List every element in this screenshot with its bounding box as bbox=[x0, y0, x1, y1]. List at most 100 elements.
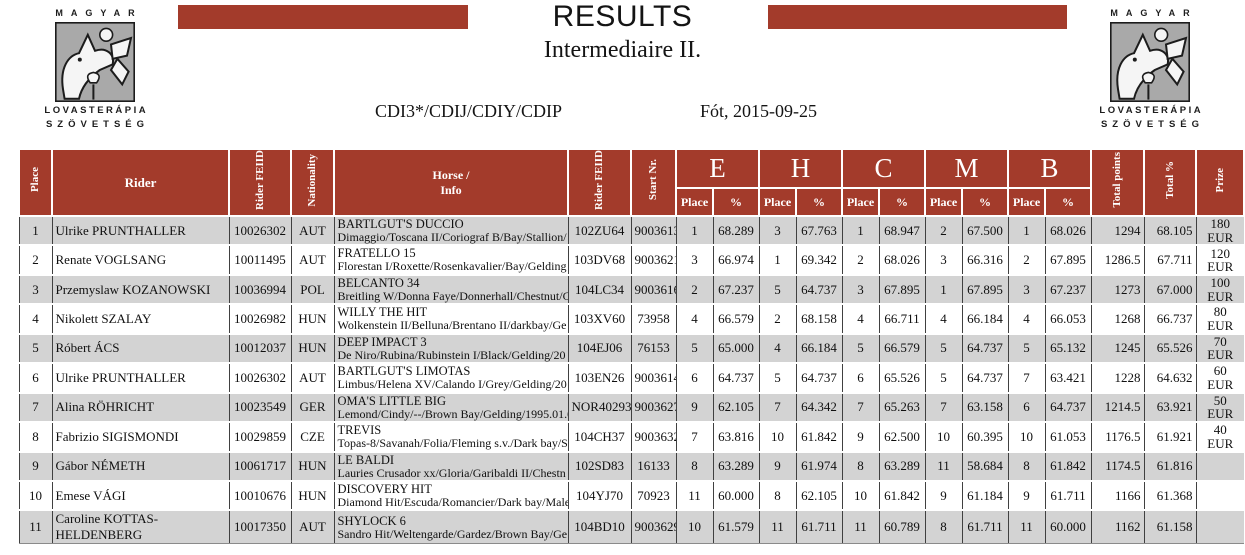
judge-b-pct-cell: 67.895 bbox=[1044, 244, 1092, 276]
judge-b-place-cell: 6 bbox=[1007, 391, 1046, 424]
prize-cell: 50 EUR bbox=[1195, 391, 1245, 424]
judge-c-pct-cell: 61.842 bbox=[878, 479, 926, 512]
judge-b-place-cell: 4 bbox=[1007, 303, 1046, 335]
table-row: 9 Gábor NÉMETH 10061717 HUN LE BALDI Lauries … bbox=[18, 450, 1245, 482]
prize-currency: EUR bbox=[1207, 318, 1234, 334]
header-bar-right bbox=[768, 5, 1067, 29]
nationality-cell: POL bbox=[290, 273, 335, 306]
place-cell: 8 bbox=[18, 421, 53, 453]
horse-name: WILLY THE HIT bbox=[337, 305, 428, 320]
rider-feiid-cell: 10026982 bbox=[228, 303, 292, 335]
judge-h-place-cell: 10 bbox=[758, 421, 797, 453]
org-logo-right: MAGYAR LOVASTERÁPIA SZÖVETSÉG bbox=[1092, 8, 1208, 130]
rider-feiid-cell: 10026302 bbox=[228, 362, 292, 394]
judge-h-pct-cell: 64.342 bbox=[795, 391, 843, 424]
prize-cell bbox=[1195, 479, 1245, 512]
horse-info-cell: SHYLOCK 6 Sandro Hit/Weltengarde/Gardez/B… bbox=[333, 509, 569, 545]
prize-currency: EUR bbox=[1207, 347, 1234, 363]
org-name-line2: SZÖVETSÉG bbox=[45, 119, 150, 130]
col-subheader-e-pct: % bbox=[712, 187, 760, 217]
start-nr-cell: 9003616 bbox=[630, 273, 677, 306]
horse-name: DISCOVERY HIT bbox=[337, 481, 432, 496]
col-subheader-h-place: Place bbox=[758, 187, 797, 217]
judge-b-pct-cell: 60.000 bbox=[1044, 509, 1092, 545]
judge-b-place-cell: 7 bbox=[1007, 362, 1046, 394]
total-pct-cell: 68.105 bbox=[1143, 214, 1197, 247]
judge-c-pct-cell: 60.789 bbox=[878, 509, 926, 545]
table-row: 10 Emese VÁGI 10010676 HUN DISCOVERY HIT Diam… bbox=[18, 479, 1245, 512]
prize-cell: 40 EUR bbox=[1195, 421, 1245, 453]
total-pct-cell: 61.921 bbox=[1143, 421, 1197, 453]
horse-pedigree: Topas-8/Savanah/Folia/Fleming s.v./Dark … bbox=[337, 436, 568, 451]
judge-c-pct-cell: 66.579 bbox=[878, 332, 926, 365]
start-nr-cell: 76153 bbox=[630, 332, 677, 365]
horse-logo-icon bbox=[1110, 22, 1190, 102]
judge-m-pct-cell: 67.895 bbox=[961, 273, 1009, 306]
horse-info-cell: DISCOVERY HIT Diamond Hit/Escuda/Romancie… bbox=[333, 479, 569, 512]
judge-c-place-cell: 4 bbox=[841, 303, 880, 335]
horse-feiid-cell: 103DV68 bbox=[567, 244, 632, 276]
judge-b-pct-cell: 61.842 bbox=[1044, 450, 1092, 482]
event-location-date: Fót, 2015-09-25 bbox=[700, 101, 817, 121]
total-points-cell: 1268 bbox=[1090, 303, 1145, 335]
judge-m-place-cell: 9 bbox=[924, 479, 963, 512]
judge-m-pct-cell: 66.184 bbox=[961, 303, 1009, 335]
org-name-line1: LOVASTERÁPIA bbox=[1099, 105, 1204, 116]
rider-feiid-cell: 10011495 bbox=[228, 244, 292, 276]
judge-e-pct-cell: 66.974 bbox=[712, 244, 760, 276]
judge-c-place-cell: 2 bbox=[841, 244, 880, 276]
rider-feiid-cell: 10061717 bbox=[228, 450, 292, 482]
judge-h-place-cell: 1 bbox=[758, 244, 797, 276]
horse-feiid-cell: 103EN26 bbox=[567, 362, 632, 394]
prize-cell: 120 EUR bbox=[1195, 244, 1245, 276]
judge-c-pct-cell: 63.289 bbox=[878, 450, 926, 482]
judge-b-pct-cell: 68.026 bbox=[1044, 214, 1092, 247]
judge-c-pct-cell: 66.711 bbox=[878, 303, 926, 335]
prize-amount: 60 bbox=[1213, 363, 1227, 379]
judge-b-pct-cell: 64.737 bbox=[1044, 391, 1092, 424]
horse-feiid-cell: 104BD10 bbox=[567, 509, 632, 545]
horse-logo-icon bbox=[55, 22, 135, 102]
judge-b-pct-cell: 63.421 bbox=[1044, 362, 1092, 394]
judge-h-place-cell: 3 bbox=[758, 214, 797, 247]
col-header-judge-b: B bbox=[1007, 147, 1093, 190]
total-pct-cell: 67.711 bbox=[1143, 244, 1197, 276]
judge-h-place-cell: 9 bbox=[758, 450, 797, 482]
prize-cell bbox=[1195, 450, 1245, 482]
horse-pedigree: Diamond Hit/Escuda/Romancier/Dark bay/Ma… bbox=[337, 494, 568, 509]
horse-info-cell: OMA'S LITTLE BIG Lemond/Cindy/--/Brown Ba… bbox=[333, 391, 569, 424]
judge-m-place-cell: 8 bbox=[924, 509, 963, 545]
horse-feiid-cell: 104LC34 bbox=[567, 273, 632, 306]
judge-m-pct-cell: 61.184 bbox=[961, 479, 1009, 512]
judge-m-place-cell: 10 bbox=[924, 421, 963, 453]
rider-name-cell: Ulrike PRUNTHALLER bbox=[51, 362, 230, 394]
horse-feiid-cell: 104CH37 bbox=[567, 421, 632, 453]
col-subheader-h-pct: % bbox=[795, 187, 843, 217]
total-pct-cell: 67.000 bbox=[1143, 273, 1197, 306]
place-cell: 1 bbox=[18, 214, 53, 247]
col-subheader-b-pct: % bbox=[1044, 187, 1093, 217]
judge-c-pct-cell: 67.895 bbox=[878, 273, 926, 306]
judge-c-place-cell: 3 bbox=[841, 273, 880, 306]
col-subheader-m-place: Place bbox=[924, 187, 964, 217]
judge-c-pct-cell: 68.026 bbox=[878, 244, 926, 276]
place-cell: 7 bbox=[18, 391, 53, 424]
rider-feiid-cell: 10026302 bbox=[228, 214, 292, 247]
judge-e-place-cell: 11 bbox=[675, 479, 714, 512]
place-cell: 11 bbox=[18, 509, 53, 545]
table-row: 8 Fabrizio SIGISMONDI 10029859 CZE TREVIS Top… bbox=[18, 421, 1245, 453]
start-nr-cell: 73958 bbox=[630, 303, 677, 335]
start-nr-cell: 9003629 bbox=[630, 509, 677, 545]
horse-name: LE BALDI bbox=[337, 452, 395, 467]
col-header-rider: Rider bbox=[51, 148, 230, 217]
table-row: 3 Przemyslaw KOZANOWSKI 10036994 POL BELCANT… bbox=[18, 273, 1245, 306]
judge-c-place-cell: 5 bbox=[841, 332, 880, 365]
judge-b-place-cell: 11 bbox=[1007, 509, 1046, 545]
judge-e-pct-cell: 67.237 bbox=[712, 273, 760, 306]
place-cell: 10 bbox=[18, 479, 53, 512]
judge-c-place-cell: 11 bbox=[841, 509, 880, 545]
prize-amount: 120 bbox=[1210, 245, 1231, 261]
judge-e-pct-cell: 63.289 bbox=[712, 450, 760, 482]
nationality-cell: AUT bbox=[290, 244, 335, 276]
prize-cell: 100 EUR bbox=[1195, 273, 1245, 306]
